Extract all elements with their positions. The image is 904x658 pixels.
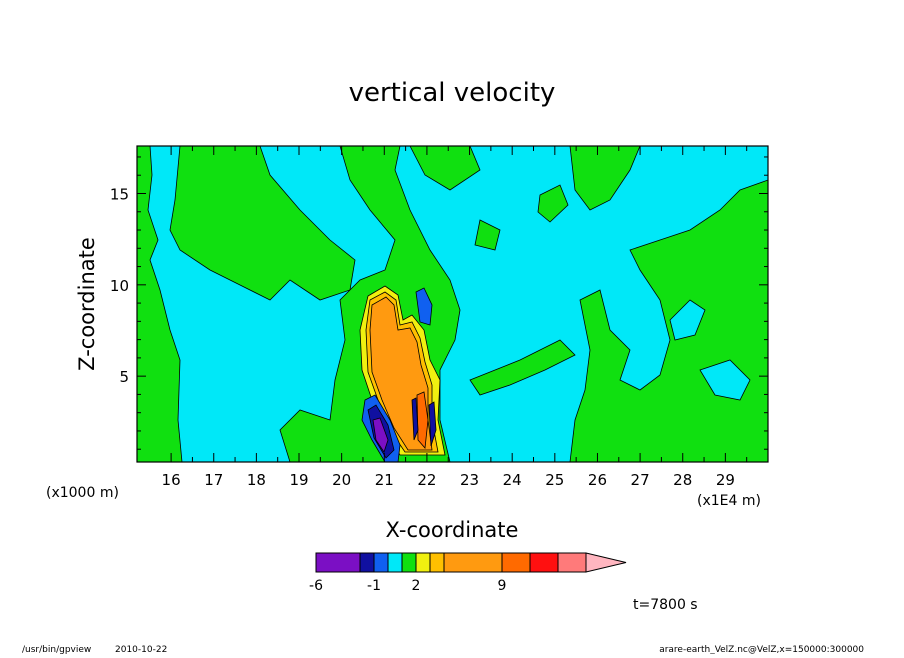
y-tick-label: 15 bbox=[110, 185, 129, 203]
colorbar-swatch bbox=[443, 552, 503, 573]
contour-blue-upper bbox=[415, 287, 433, 326]
contour-green-midright bbox=[469, 339, 576, 396]
colorbar-tick-label: -1 bbox=[367, 578, 381, 594]
colorbar-swatch bbox=[557, 552, 587, 573]
contour-green-center bbox=[409, 146, 481, 191]
contour-cyan-hole-right bbox=[669, 299, 706, 341]
footer-source: arare-earth_VelZ.nc@VelZ,x=150000:300000 bbox=[659, 645, 864, 654]
colorbar-tick-label: -6 bbox=[309, 578, 323, 594]
x-tick-label: 16 bbox=[162, 471, 181, 489]
colorbar-labels: -6 -1 2 9 bbox=[309, 578, 506, 594]
colorbar-swatch bbox=[315, 552, 361, 573]
x-ticks: 16 17 18 19 20 21 22 23 24 25 26 27 28 29 bbox=[162, 146, 748, 489]
contour-green-left bbox=[137, 146, 183, 462]
plot-frame bbox=[136, 145, 769, 463]
y-tick-label: 10 bbox=[110, 277, 129, 295]
time-label: t=7800 s bbox=[633, 597, 698, 613]
contour-fills bbox=[137, 146, 768, 462]
colorbar bbox=[315, 552, 627, 573]
colorbar-swatch bbox=[373, 552, 389, 573]
colorbar-tick-label: 2 bbox=[412, 578, 421, 594]
chart-title: vertical velocity bbox=[349, 78, 556, 108]
contour-green-right-small bbox=[537, 184, 569, 223]
x-scale-note: (x1E4 m) bbox=[697, 493, 761, 509]
x-tick-label: 22 bbox=[417, 471, 436, 489]
x-tick-label: 27 bbox=[631, 471, 650, 489]
contour-purple-lower bbox=[372, 417, 389, 453]
x-unit-note: (x1000 m) bbox=[46, 485, 119, 501]
colorbar-swatch bbox=[415, 552, 431, 573]
contour-cyan-hole-right2 bbox=[699, 359, 751, 401]
x-axis-label: X-coordinate bbox=[386, 518, 519, 542]
x-tick-label: 29 bbox=[716, 471, 735, 489]
contour-dark-band-1 bbox=[416, 391, 429, 449]
colorbar-tick-label: 9 bbox=[498, 578, 507, 594]
contour-green-right-upper bbox=[569, 146, 641, 211]
x-tick-label: 28 bbox=[673, 471, 692, 489]
x-tick-label: 26 bbox=[588, 471, 607, 489]
colorbar-swatch bbox=[529, 552, 559, 573]
footer-program: /usr/bin/gpview bbox=[22, 645, 91, 654]
x-tick-label: 23 bbox=[460, 471, 479, 489]
colorbar-arrow bbox=[585, 552, 627, 573]
plot-area bbox=[137, 146, 768, 462]
y-ticks: 5 10 15 bbox=[110, 156, 768, 450]
colorbar-swatch bbox=[387, 552, 403, 573]
y-axis-label: Z-coordinate bbox=[75, 237, 99, 371]
contour-dark-band-2 bbox=[411, 397, 419, 441]
colorbar-swatch bbox=[401, 552, 417, 573]
contour-green-mid bbox=[474, 219, 501, 251]
x-tick-label: 21 bbox=[375, 471, 394, 489]
colorbar-swatch bbox=[359, 552, 375, 573]
colorbar-swatch bbox=[429, 552, 445, 573]
x-tick-label: 18 bbox=[247, 471, 266, 489]
contour-downdraft bbox=[361, 287, 433, 462]
contour-dark-band-3 bbox=[428, 401, 437, 447]
x-tick-label: 17 bbox=[204, 471, 223, 489]
colorbar-swatch bbox=[501, 552, 531, 573]
y-tick-label: 5 bbox=[119, 368, 129, 386]
x-tick-label: 25 bbox=[545, 471, 564, 489]
x-tick-label: 20 bbox=[332, 471, 351, 489]
contour-green-upper-left bbox=[169, 146, 356, 301]
footer-date: 2010-10-22 bbox=[115, 645, 167, 654]
x-tick-label: 19 bbox=[289, 471, 308, 489]
x-tick-label: 24 bbox=[503, 471, 522, 489]
